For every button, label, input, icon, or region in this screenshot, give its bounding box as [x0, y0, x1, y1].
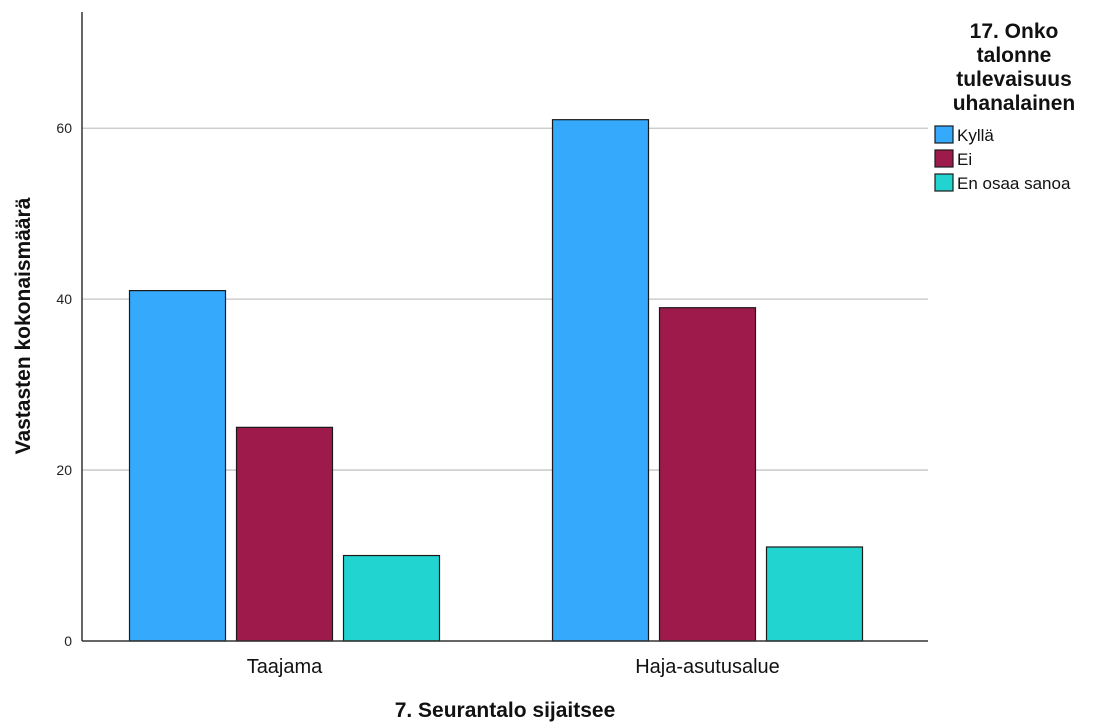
y-tick-label: 60 [56, 120, 72, 136]
x-category-label: Taajama [247, 656, 323, 678]
y-tick-label: 0 [64, 633, 72, 649]
legend-title-line-4: uhanalainen [953, 92, 1076, 115]
bar-ei-1 [658, 307, 757, 642]
legend: 17. Onko talonne tulevaisuus uhanalainen… [934, 20, 1076, 193]
legend-swatch [934, 149, 954, 168]
legend-items: Kyllä Ei En osaa sanoa [934, 125, 1071, 193]
y-tick-label: 40 [56, 291, 72, 307]
legend-label: Ei [957, 150, 972, 169]
bar-kyllä-1 [551, 119, 650, 642]
legend-title-line-2: talonne [977, 44, 1052, 67]
x-category-labels: Taajama Haja-asutusalue [247, 656, 780, 678]
bar-en-osaa-sanoa-0 [342, 554, 441, 642]
bar-en-osaa-sanoa-1 [765, 546, 864, 642]
y-axis-title: Vastasten kokonaismäärä [12, 197, 35, 454]
legend-label: Kyllä [957, 126, 994, 145]
legend-swatch [934, 125, 954, 144]
x-axis-title: 7. Seurantalo sijaitsee [395, 699, 616, 722]
legend-label: En osaa sanoa [957, 174, 1071, 193]
y-tick-labels: 0 20 40 60 [56, 120, 72, 649]
bar-ei-0 [235, 426, 334, 642]
y-tick-label: 20 [56, 462, 72, 478]
legend-swatch [934, 173, 954, 192]
bars [128, 119, 864, 642]
legend-title-line-1: 17. Onko [970, 20, 1059, 43]
bar-kyllä-0 [128, 290, 227, 642]
legend-title-line-3: tulevaisuus [956, 68, 1072, 91]
x-category-label: Haja-asutusalue [635, 656, 780, 678]
